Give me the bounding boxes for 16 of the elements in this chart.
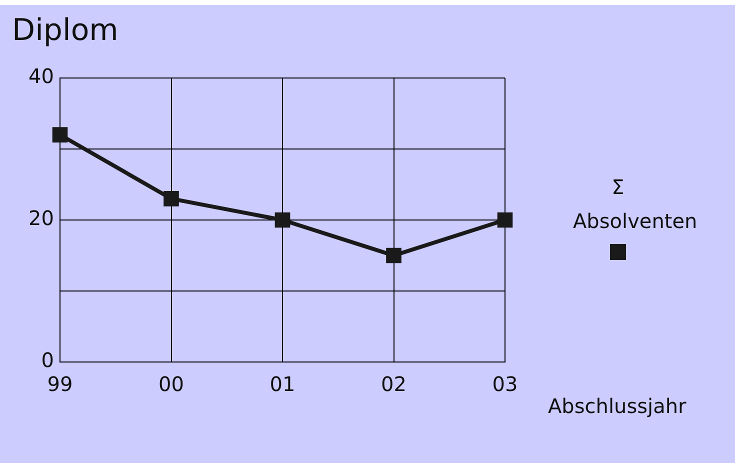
point (274, 212, 290, 228)
y-tick-label: 0 (41, 348, 54, 372)
y-tick-label: 20 (28, 206, 54, 230)
x-axis-title: Abschlussjahr (548, 394, 686, 418)
x-tick-label: 01 (270, 372, 296, 396)
point (164, 191, 179, 206)
point (52, 127, 68, 142)
x-tick-label: 02 (381, 372, 406, 396)
text: Σ Absolventen (573, 174, 698, 235)
chart-title: Diplom (12, 13, 118, 48)
y-tick-label: 40 (28, 64, 54, 88)
point (386, 248, 402, 264)
point (497, 212, 513, 228)
x-tick-label: 03 (492, 372, 518, 396)
x-tick-label: 00 (158, 372, 184, 396)
x-tick-label: 99 (47, 372, 73, 396)
